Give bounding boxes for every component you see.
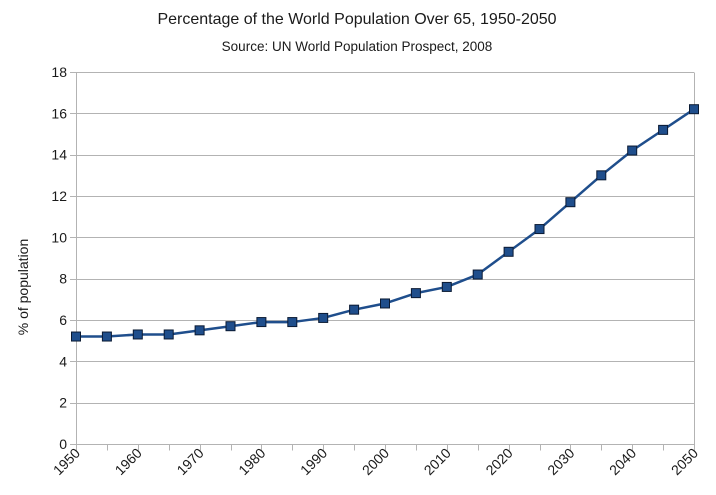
- y-tick-label: 12: [51, 188, 67, 204]
- chart-title: Percentage of the World Population Over …: [157, 11, 556, 28]
- data-point-marker: [256, 317, 267, 328]
- data-point-marker: [194, 325, 205, 336]
- data-point-marker: [503, 246, 514, 257]
- data-point-marker: [225, 321, 236, 332]
- x-tick-label: 1980: [235, 445, 268, 478]
- y-tick-labels: 0 2 4 6 8 10 12 14 16 18: [51, 64, 67, 452]
- data-point-marker: [349, 304, 360, 315]
- y-tick-label: 2: [59, 395, 67, 411]
- data-point-marker: [472, 269, 483, 280]
- data-point-marker: [441, 281, 452, 292]
- data-point-marker: [101, 331, 112, 342]
- data-point-marker: [163, 329, 174, 340]
- data-point-marker: [410, 288, 421, 299]
- y-tick-label: 14: [51, 147, 67, 163]
- y-tick-label: 10: [51, 229, 67, 245]
- y-tick-label: 16: [51, 105, 67, 121]
- data-point-marker: [132, 329, 143, 340]
- gridlines: [76, 72, 694, 404]
- y-tick-label: 6: [59, 312, 67, 328]
- data-point-marker: [658, 124, 669, 135]
- data-point-marker: [287, 317, 298, 328]
- y-tick-label: 4: [59, 353, 67, 369]
- x-tick-label: 2050: [668, 445, 701, 478]
- y-tick-label: 18: [51, 64, 67, 80]
- x-tick-label: 1970: [173, 445, 206, 478]
- x-tick-label: 2000: [359, 445, 392, 478]
- y-tick-label: 8: [59, 271, 67, 287]
- x-tick-labels: 1950 1960 1970 1980 1990 2000 2010 2020 2030 2040…: [50, 445, 701, 478]
- data-point-marker: [71, 331, 81, 342]
- data-point-marker: [380, 298, 390, 309]
- data-point-marker: [596, 170, 607, 181]
- chart-subtitle: Source: UN World Population Prospect, 20…: [222, 39, 493, 54]
- y-tick-label: 0: [59, 436, 67, 452]
- x-tick-label: 2030: [544, 445, 577, 478]
- x-tick-label: 2010: [421, 445, 454, 478]
- data-point-marker: [565, 197, 576, 208]
- data-point-marker: [689, 104, 699, 115]
- axes: [70, 72, 695, 451]
- x-tick-label: 1950: [50, 445, 83, 478]
- data-point-marker: [627, 145, 638, 156]
- x-tick-label: 2020: [482, 445, 515, 478]
- y-axis-label: % of population: [15, 239, 31, 336]
- data-point-marker: [534, 224, 545, 235]
- x-tick-label: 2040: [606, 445, 639, 478]
- x-tick-label: 1990: [297, 445, 330, 478]
- series: [71, 104, 699, 342]
- x-tick-label: 1960: [112, 445, 145, 478]
- data-point-marker: [318, 312, 329, 323]
